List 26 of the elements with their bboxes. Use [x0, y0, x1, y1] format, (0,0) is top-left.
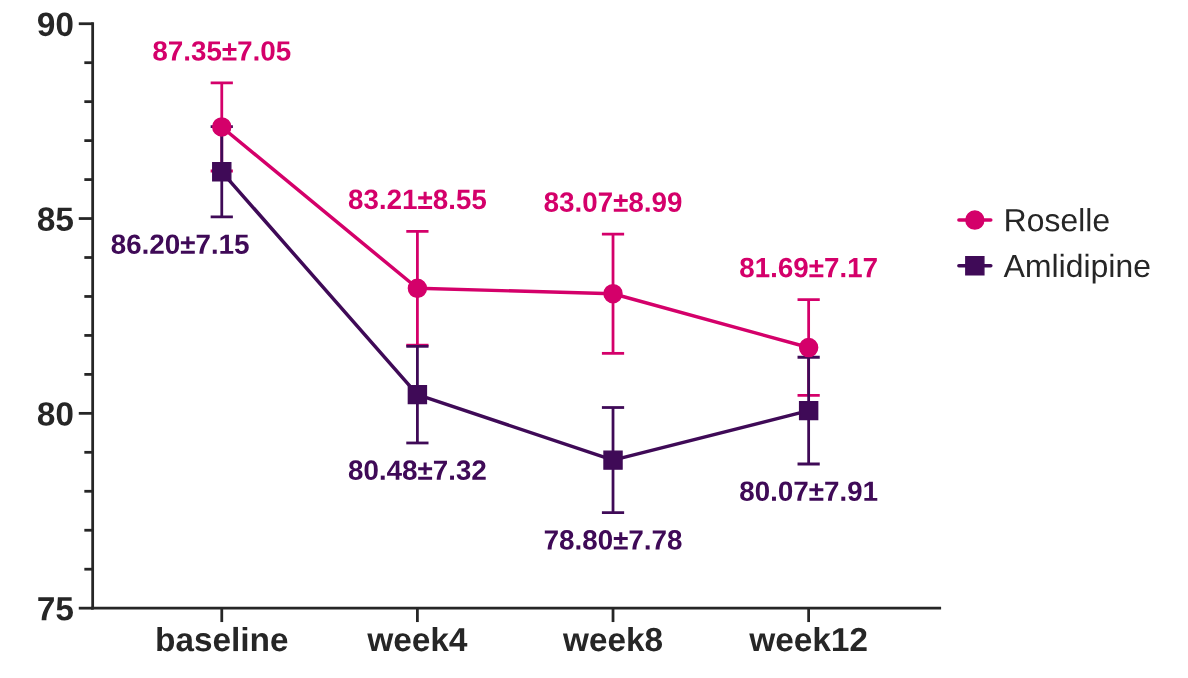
data-label: 81.69±7.17 — [740, 257, 877, 278]
data-label: 80.48±7.32 — [348, 460, 486, 481]
y-tick-label: 85 — [37, 207, 73, 231]
data-label: 78.80±7.78 — [544, 530, 682, 550]
data-label: 86.20±7.15 — [111, 234, 249, 255]
point — [212, 162, 232, 182]
x-tick-label: week4 — [367, 626, 468, 652]
point — [798, 337, 819, 358]
point — [798, 400, 819, 421]
y-tick-label: 90 — [38, 12, 73, 37]
y-tick-label: 75 — [38, 597, 73, 621]
y-tick-label: 80 — [37, 402, 73, 426]
legend-label: Roselle — [1006, 208, 1109, 232]
point — [603, 284, 623, 304]
point — [603, 450, 623, 470]
point — [407, 278, 428, 299]
legend-label: Amlidipine — [1003, 253, 1150, 284]
x-tick-label: week8 — [562, 626, 663, 652]
point — [212, 117, 232, 137]
x-tick-label: week12 — [749, 626, 867, 652]
data-label: 87.35±7.05 — [153, 41, 291, 61]
point — [407, 384, 428, 405]
data-label: 80.07±7.91 — [740, 481, 878, 502]
x-tick-label: baseline — [157, 626, 288, 652]
data-label: 83.07±8.99 — [544, 192, 682, 213]
data-label: 83.21±8.55 — [348, 189, 487, 210]
